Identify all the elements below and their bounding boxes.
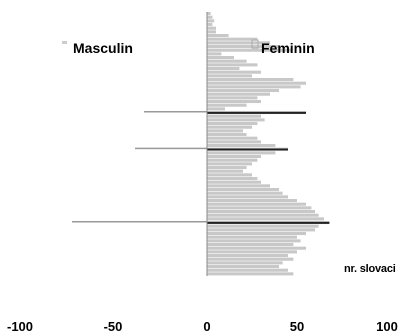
bar-feminin-14: [207, 63, 258, 67]
bar-feminin-40: [207, 158, 258, 162]
bar-feminin-5: [207, 30, 216, 34]
bar-feminin-71: [207, 272, 294, 276]
bar-feminin-66: [207, 254, 288, 258]
bar-feminin-52: [207, 202, 306, 206]
x-tick-label-1: -50: [104, 319, 123, 334]
bar-feminin-43: [207, 169, 243, 173]
bar-feminin-61: [207, 235, 297, 239]
bar-feminin-32: [207, 129, 243, 133]
bar-feminin-35: [207, 140, 261, 144]
x-axis-label: nr. slovaci: [344, 263, 396, 275]
bar-feminin-0: [207, 12, 211, 16]
bar-feminin-34: [207, 136, 258, 140]
bar-masculin-37: [135, 147, 207, 150]
bar-feminin-54: [207, 210, 315, 214]
bar-feminin-64: [207, 246, 306, 250]
bar-feminin-55: [207, 213, 319, 217]
bar-feminin-16: [207, 70, 261, 74]
bar-feminin-9: [207, 45, 279, 49]
bar-feminin-28: [207, 114, 261, 118]
bar-feminin-47: [207, 184, 270, 188]
legend-marker-feminin: [251, 39, 259, 49]
bar-feminin-30: [207, 122, 258, 126]
bar-feminin-7: [207, 37, 258, 41]
bar-feminin-53: [207, 206, 312, 210]
bar-feminin-1: [207, 15, 213, 19]
bar-feminin-63: [207, 243, 294, 247]
bar-feminin-48: [207, 188, 279, 192]
bar-feminin-51: [207, 199, 297, 203]
bar-feminin-26: [207, 107, 225, 111]
bar-feminin-29: [207, 118, 265, 122]
bar-feminin-59: [207, 228, 315, 232]
bar-feminin-65: [207, 250, 297, 254]
bar-feminin-3: [207, 23, 213, 27]
bar-feminin-17: [207, 74, 252, 78]
legend-label-feminin: Feminin: [261, 40, 315, 56]
bar-feminin-13: [207, 59, 247, 63]
bar-feminin-70: [207, 268, 288, 272]
bar-feminin-24: [207, 100, 261, 104]
bar-masculin-57: [72, 221, 207, 223]
bar-feminin-10: [207, 48, 292, 52]
bar-feminin-21: [207, 89, 279, 93]
bar-feminin-8: [207, 41, 270, 45]
x-tick-label-2: 0: [203, 319, 210, 334]
bar-feminin-12: [207, 56, 234, 60]
legend-label-masculin: Masculin: [73, 40, 133, 56]
bar-feminin-15: [207, 67, 240, 71]
bar-feminin-62: [207, 239, 301, 243]
bar-feminin-69: [207, 265, 279, 269]
bar-feminin-38: [207, 151, 276, 155]
bar-feminin-19: [207, 81, 306, 85]
bar-feminin-58: [207, 224, 319, 228]
bar-feminin-49: [207, 191, 283, 195]
bar-feminin-56: [207, 217, 324, 221]
bar-masculin-27: [144, 111, 207, 113]
bar-feminin-42: [207, 166, 247, 170]
bar-feminin-39: [207, 155, 261, 159]
bar-feminin-67: [207, 257, 294, 261]
bar-feminin-31: [207, 125, 252, 129]
bar-feminin-46: [207, 180, 261, 184]
bar-feminin-22: [207, 92, 270, 96]
bar-feminin-2: [207, 19, 215, 23]
bar-feminin-45: [207, 177, 258, 181]
bar-feminin-20: [207, 85, 301, 89]
x-tick-label-0: -100: [7, 319, 33, 334]
bar-feminin-68: [207, 261, 283, 265]
legend-marker-masculin: [62, 41, 67, 44]
bar-feminin-44: [207, 173, 252, 177]
bars-group: [72, 12, 330, 276]
bar-feminin-41: [207, 162, 252, 166]
bar-feminin-18: [207, 78, 294, 82]
bar-feminin-25: [207, 103, 247, 107]
bar-feminin-36: [207, 144, 276, 148]
bar-feminin-23: [207, 96, 258, 100]
x-tick-label-3: 50: [290, 319, 304, 334]
bar-feminin-4: [207, 26, 216, 30]
bar-feminin-11: [207, 52, 222, 56]
bar-feminin-50: [207, 195, 288, 199]
bar-feminin-60: [207, 232, 306, 236]
x-tick-label-4: 100: [376, 319, 398, 334]
bar-feminin-6: [207, 34, 229, 38]
bar-feminin-33: [207, 133, 247, 137]
